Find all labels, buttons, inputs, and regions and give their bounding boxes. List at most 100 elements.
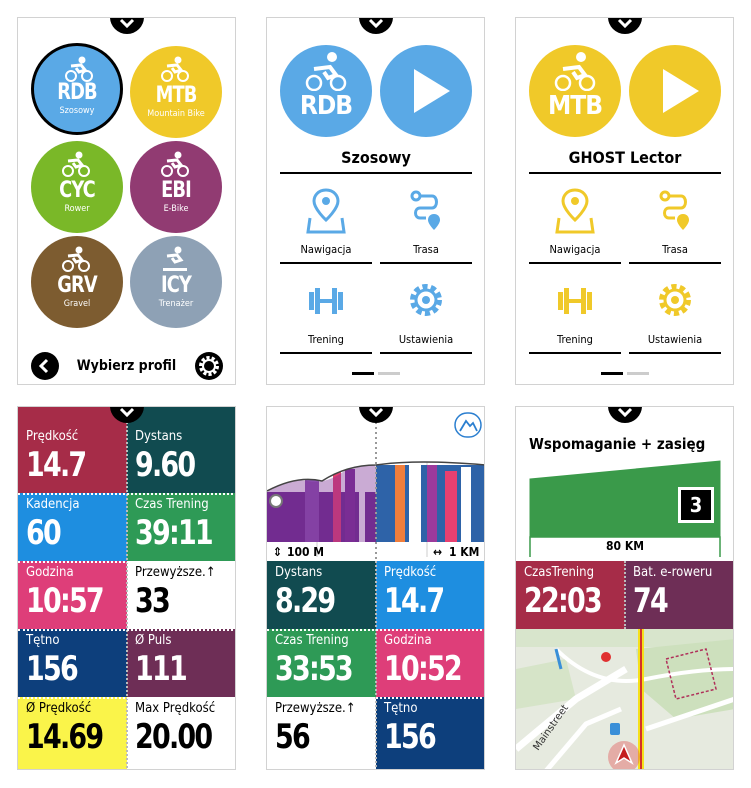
settings-button[interactable] <box>195 352 223 380</box>
horizontal-scale-icon: ↔ <box>433 545 443 559</box>
tile-clock[interactable]: Godzina 10:52 <box>376 629 484 697</box>
menu-label: Nawigacja <box>549 243 601 256</box>
tile-value: 10:57 <box>26 581 105 621</box>
profile-rdb[interactable]: RDB Szosowy <box>31 43 123 135</box>
start-ride-button[interactable] <box>629 45 721 137</box>
divider <box>126 407 128 769</box>
tile-label: Kadencja <box>26 497 80 512</box>
tile-avg-pulse[interactable]: Ø Puls 111 <box>127 629 235 697</box>
ebike-assist-screen: Wspomaganie + zasięg 3 80 KM CzasTrening… <box>515 406 734 770</box>
collapse-chevron-icon[interactable] <box>607 18 642 34</box>
elevation-chart[interactable] <box>267 407 485 567</box>
tile-ebike-battery[interactable]: Bat. e-roweru 74 <box>625 561 733 629</box>
tile-distance[interactable]: Dystans 9.60 <box>127 407 235 493</box>
profile-cyc[interactable]: CYC Rower <box>31 141 123 233</box>
past-profile-segment <box>345 469 355 542</box>
menu-navigation[interactable]: Nawigacja <box>529 180 621 264</box>
tile-training-time[interactable]: Czas Trening 39:11 <box>127 493 235 561</box>
back-button[interactable] <box>31 352 59 380</box>
tile-avg-speed[interactable]: Ø Prędkość 14.69 <box>18 697 127 769</box>
menu-navigation[interactable]: Nawigacja <box>280 180 372 264</box>
past-profile-segment <box>333 469 341 542</box>
map-view[interactable]: Mainstreet <box>516 629 734 770</box>
city-bike-icon <box>62 151 90 177</box>
start-ride-button[interactable] <box>380 45 472 137</box>
tile-label: Prędkość <box>384 565 437 580</box>
menu-route[interactable]: Trasa <box>629 180 721 264</box>
tile-heart-rate[interactable]: Tętno 156 <box>376 697 484 769</box>
menu-settings[interactable]: Ustawienia <box>380 270 472 354</box>
tile-elevation-gain[interactable]: Przewyższe.↑ 56 <box>267 697 376 769</box>
tile-heart-rate[interactable]: Tętno 156 <box>18 629 127 697</box>
divider <box>18 629 235 631</box>
tile-max-speed[interactable]: Max Prędkość 20.00 <box>127 697 235 769</box>
tile-value: 8.29 <box>275 581 336 621</box>
divider <box>267 697 484 699</box>
profile-badge: RDB <box>280 45 372 137</box>
collapse-chevron-icon[interactable] <box>607 407 642 423</box>
tile-clock[interactable]: Godzina 10:57 <box>18 561 127 629</box>
menu-training[interactable]: Trening <box>529 270 621 354</box>
vertical-scale-icon: ⇕ <box>273 545 283 559</box>
tile-label: Max Prędkość <box>135 701 216 716</box>
tile-cadence[interactable]: Kadencja 60 <box>18 493 127 561</box>
tile-label: Dystans <box>135 429 183 444</box>
collapse-chevron-icon[interactable] <box>109 407 144 423</box>
collapse-chevron-icon[interactable] <box>358 407 393 423</box>
tile-elevation-gain[interactable]: Przewyższe.↑ 33 <box>127 561 235 629</box>
menu-route[interactable]: Trasa <box>380 180 472 264</box>
tile-label: Tętno <box>384 701 418 716</box>
tile-label: Przewyższe.↑ <box>135 565 216 580</box>
tile-distance[interactable]: Dystans 8.29 <box>267 561 376 629</box>
menu-label: Ustawienia <box>398 333 454 346</box>
profile-name: Gravel <box>63 299 91 309</box>
tile-training-time[interactable]: Czas Trening 33:53 <box>267 629 376 697</box>
tile-speed[interactable]: Prędkość 14.7 <box>376 561 484 629</box>
profile-grv[interactable]: GRV Gravel <box>31 236 123 328</box>
ahead-profile-segment <box>409 463 421 542</box>
menu-settings[interactable]: Ustawienia <box>629 270 721 354</box>
tile-label: Bat. e-roweru <box>633 565 713 580</box>
mountain-icon <box>454 412 482 438</box>
profile-icy[interactable]: ICY Trenażer <box>130 236 222 328</box>
gear-icon <box>659 284 691 316</box>
profile-mtb[interactable]: MTB Mountain Bike <box>130 46 222 138</box>
collapse-chevron-icon[interactable] <box>109 18 144 34</box>
dumbbell-icon <box>309 288 343 314</box>
past-profile-segment <box>305 477 319 542</box>
fuel-station-icon <box>610 723 620 735</box>
menu-training[interactable]: Trening <box>280 270 372 354</box>
page-indicator[interactable] <box>627 372 649 375</box>
profile-code: RDB <box>57 80 97 105</box>
tile-label: Ø Prędkość <box>26 701 92 716</box>
assist-level-graphic[interactable] <box>516 457 734 557</box>
collapse-chevron-icon[interactable] <box>358 18 393 34</box>
menu-label: Trening <box>308 333 344 346</box>
menu-label: Nawigacja <box>300 243 352 256</box>
map-pin-icon <box>306 188 346 234</box>
play-icon <box>414 69 450 113</box>
page-indicator[interactable] <box>378 372 400 375</box>
profile-title: GHOST Lector <box>529 148 721 174</box>
tile-value: 56 <box>275 717 311 757</box>
past-profile-segment <box>359 471 365 542</box>
ahead-profile-segment <box>427 465 437 542</box>
page-indicator-active <box>352 372 374 375</box>
vertical-scale: 100 M <box>287 545 325 559</box>
tile-label: Godzina <box>26 565 74 580</box>
tile-training-time[interactable]: CzasTrening 22:03 <box>516 561 625 629</box>
mountain-bike-icon <box>161 56 189 82</box>
divider <box>375 561 377 769</box>
profile-ebi[interactable]: EBI E-Bike <box>130 141 222 233</box>
gear-icon <box>410 284 442 316</box>
profile-code: MTB <box>547 91 603 121</box>
tile-speed[interactable]: Prędkość 14.7 <box>18 407 127 493</box>
tile-value: 74 <box>633 581 669 621</box>
route-icon <box>410 190 440 230</box>
widget-title: Wspomaganie + zasięg <box>529 435 706 453</box>
page-indicator-active <box>601 372 623 375</box>
page-title: Wybierz profil <box>76 358 177 374</box>
profile-code: EBI <box>161 178 192 203</box>
tile-value: 20.00 <box>135 717 213 757</box>
tile-value: 14.69 <box>26 717 104 757</box>
